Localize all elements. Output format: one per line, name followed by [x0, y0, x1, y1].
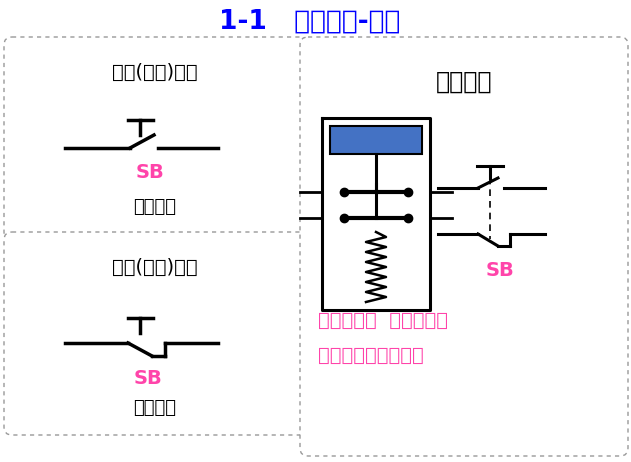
FancyBboxPatch shape [300, 37, 628, 456]
Text: 1-1   控制器件-按钮: 1-1 控制器件-按钮 [220, 9, 401, 35]
Text: 复合按钮: 复合按钮 [436, 70, 492, 94]
Text: SB: SB [486, 261, 514, 280]
Text: SB: SB [134, 369, 162, 388]
Text: SB: SB [136, 163, 164, 182]
Text: 电路符号: 电路符号 [134, 198, 177, 216]
FancyBboxPatch shape [4, 232, 308, 435]
Text: 复合按钮：  常开按钮和: 复合按钮： 常开按钮和 [318, 310, 448, 329]
Text: 常闭(动断)按钮: 常闭(动断)按钮 [112, 257, 198, 276]
Text: 电路符号: 电路符号 [134, 399, 177, 417]
FancyBboxPatch shape [4, 37, 308, 240]
Text: 常闭按钮做在一起。: 常闭按钮做在一起。 [318, 346, 424, 365]
Bar [330, 126, 422, 154]
Text: 常开(动合)按钮: 常开(动合)按钮 [112, 62, 198, 81]
